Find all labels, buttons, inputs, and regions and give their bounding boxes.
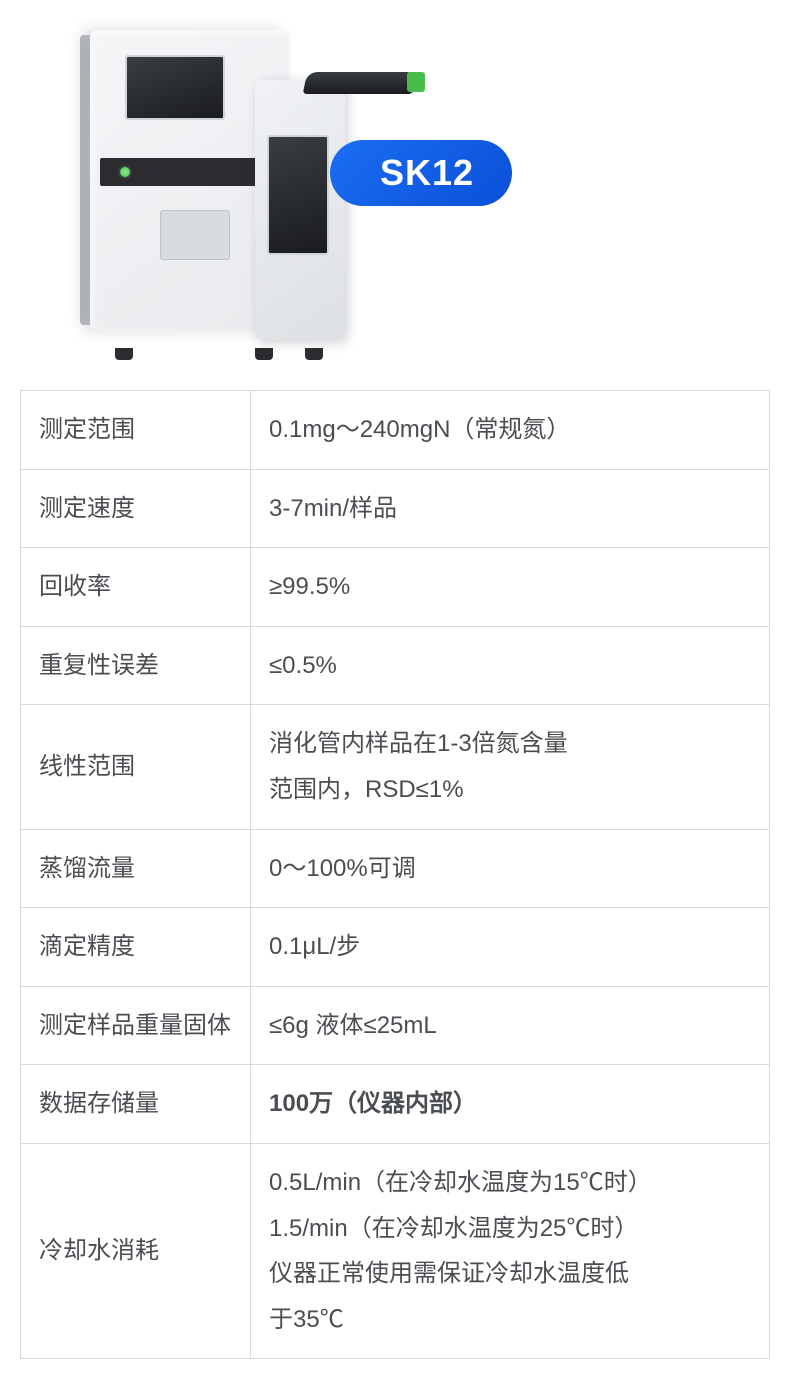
device-illustration xyxy=(80,10,340,350)
spec-value: 0～100%可调 xyxy=(251,829,770,908)
spec-label: 滴定精度 xyxy=(21,908,251,987)
spec-value: ≤6g 液体≤25mL xyxy=(251,986,770,1065)
table-row: 测定样品重量固体≤6g 液体≤25mL xyxy=(21,986,770,1065)
table-row: 蒸馏流量0～100%可调 xyxy=(21,829,770,908)
device-power-light xyxy=(118,165,132,179)
spec-value: 0.1mg～240mgN（常规氮） xyxy=(251,391,770,470)
device-handle-tip xyxy=(407,72,425,92)
device-handle xyxy=(303,72,418,94)
device-screen xyxy=(125,55,225,120)
table-row: 测定速度3-7min/样品 xyxy=(21,469,770,548)
table-row: 测定范围0.1mg～240mgN（常规氮） xyxy=(21,391,770,470)
spec-label: 测定范围 xyxy=(21,391,251,470)
spec-label: 数据存储量 xyxy=(21,1065,251,1144)
table-row: 线性范围消化管内样品在1-3倍氮含量范围内，RSD≤1% xyxy=(21,705,770,829)
device-foot xyxy=(305,348,323,360)
device-foot xyxy=(255,348,273,360)
device-viewing-window xyxy=(267,135,329,255)
device-feet xyxy=(95,345,335,360)
spec-label: 测定速度 xyxy=(21,469,251,548)
hero-section: SK12 xyxy=(0,0,790,380)
table-row: 数据存储量100万（仪器内部） xyxy=(21,1065,770,1144)
device-front-panel xyxy=(160,210,230,260)
spec-label: 冷却水消耗 xyxy=(21,1143,251,1358)
spec-label: 线性范围 xyxy=(21,705,251,829)
spec-label: 回收率 xyxy=(21,548,251,627)
device-right-chamber xyxy=(255,80,345,340)
spec-label: 测定样品重量固体 xyxy=(21,986,251,1065)
spec-value: ≥99.5% xyxy=(251,548,770,627)
spec-value: 0.1μL/步 xyxy=(251,908,770,987)
specification-table: 测定范围0.1mg～240mgN（常规氮）测定速度3-7min/样品回收率≥99… xyxy=(20,390,770,1359)
spec-value: ≤0.5% xyxy=(251,626,770,705)
spec-value: 0.5L/min（在冷却水温度为15℃时）1.5/min（在冷却水温度为25℃时… xyxy=(251,1143,770,1358)
table-row: 重复性误差≤0.5% xyxy=(21,626,770,705)
spec-value: 100万（仪器内部） xyxy=(251,1065,770,1144)
table-row: 冷却水消耗0.5L/min（在冷却水温度为15℃时）1.5/min（在冷却水温度… xyxy=(21,1143,770,1358)
spec-label: 蒸馏流量 xyxy=(21,829,251,908)
model-badge: SK12 xyxy=(330,140,512,206)
table-row: 滴定精度0.1μL/步 xyxy=(21,908,770,987)
device-foot xyxy=(115,348,133,360)
spec-label: 重复性误差 xyxy=(21,626,251,705)
spec-value: 3-7min/样品 xyxy=(251,469,770,548)
spec-value: 消化管内样品在1-3倍氮含量范围内，RSD≤1% xyxy=(251,705,770,829)
table-row: 回收率≥99.5% xyxy=(21,548,770,627)
